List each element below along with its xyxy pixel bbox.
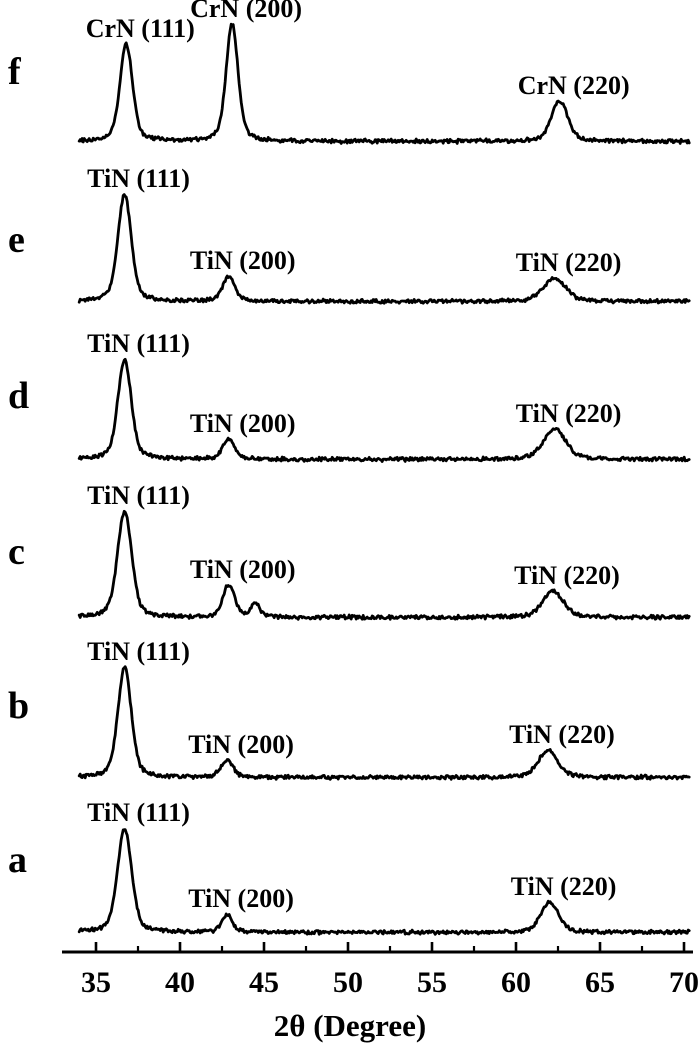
peak-label-e: TiN (200) [190, 246, 296, 275]
series-letter-f: f [8, 51, 22, 93]
series-letter-a: a [8, 839, 27, 881]
peak-label-f: CrN (200) [190, 0, 302, 23]
peak-label-c: TiN (200) [190, 555, 296, 584]
peak-label-c: TiN (220) [514, 561, 620, 590]
peak-label-d: TiN (220) [516, 399, 622, 428]
x-axis-tick-label: 65 [585, 966, 615, 999]
series-letter-c: c [8, 531, 25, 573]
peak-label-a: TiN (220) [511, 872, 617, 901]
peak-label-d: TiN (111) [87, 329, 190, 358]
xrd-curve-c [77, 509, 691, 621]
peak-label-f: CrN (111) [86, 14, 195, 43]
x-axis-tick-label: 70 [669, 966, 699, 999]
peak-label-b: TiN (111) [87, 637, 190, 666]
x-axis-tick-label: 55 [417, 966, 447, 999]
xrd-curve-b [77, 665, 691, 781]
peak-label-b: TiN (200) [188, 730, 294, 759]
xrd-curve-a [77, 828, 691, 936]
x-axis-tick-label: 35 [81, 966, 111, 999]
peak-label-e: TiN (111) [87, 164, 190, 193]
xrd-curve-d [77, 357, 691, 463]
x-axis-tick-label: 45 [249, 966, 279, 999]
x-axis-tick-label: 60 [501, 966, 531, 999]
series-letter-d: d [8, 375, 29, 417]
peak-label-e: TiN (220) [516, 248, 622, 277]
x-axis-tick-label: 40 [165, 966, 195, 999]
xrd-curve-f [77, 22, 691, 145]
xrd-curve-e [77, 193, 691, 305]
peak-label-f: CrN (220) [518, 71, 630, 100]
peak-label-a: TiN (111) [87, 798, 190, 827]
peak-label-a: TiN (200) [188, 884, 294, 913]
series-letter-e: e [8, 219, 25, 261]
x-axis-tick-label: 50 [333, 966, 363, 999]
peak-label-b: TiN (220) [509, 720, 615, 749]
peak-label-d: TiN (200) [190, 409, 296, 438]
x-axis-title: 2θ (Degree) [273, 1008, 427, 1043]
peak-label-c: TiN (111) [87, 481, 190, 510]
series-letter-b: b [8, 685, 29, 727]
